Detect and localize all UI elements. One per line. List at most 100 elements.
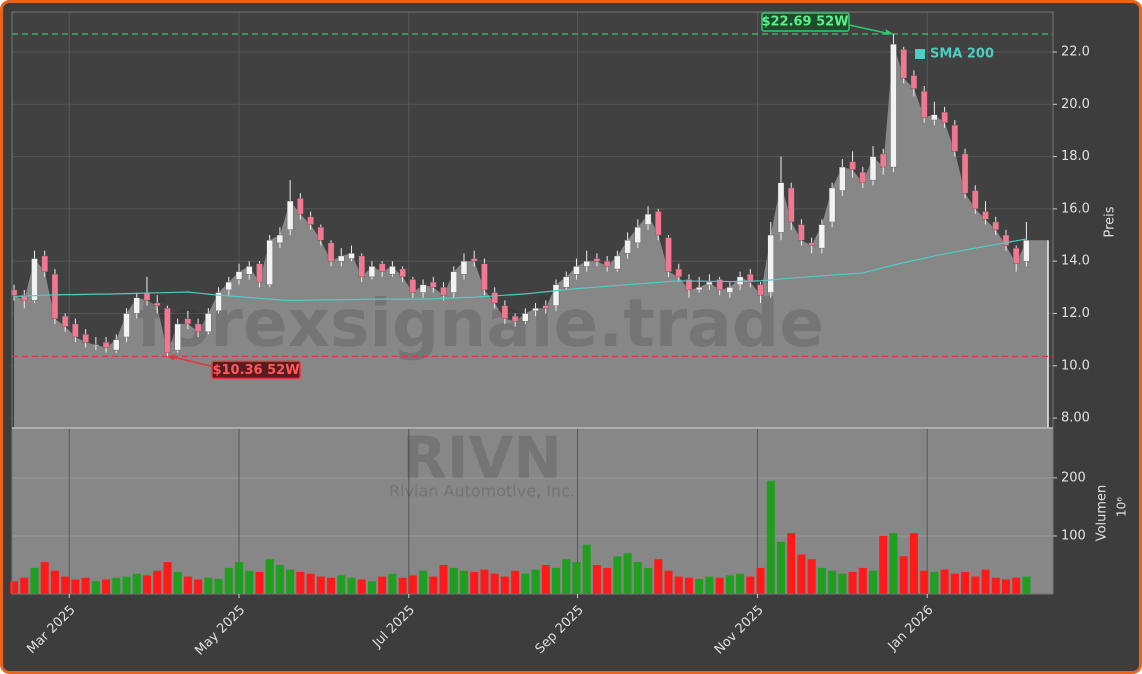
candle-body [256, 263, 263, 283]
volume-bar [787, 533, 796, 594]
candle-body [317, 226, 325, 241]
y2-axis-label: Volumen [1095, 485, 1110, 542]
candle-body [21, 294, 28, 301]
volume-bar [224, 567, 233, 594]
volume-bar [899, 556, 908, 594]
volume-bar [337, 575, 346, 594]
volume-bar [521, 573, 530, 594]
volume-bar [858, 567, 867, 594]
candle-body [920, 91, 928, 118]
volume-bar [981, 569, 990, 594]
volume-bar [603, 567, 612, 594]
y-tick-label: 12.0 [1061, 306, 1090, 321]
volume-bar [950, 573, 959, 594]
volume-bar [306, 573, 315, 594]
candle-body [982, 211, 989, 220]
volume-bar [674, 576, 683, 594]
volume-bar [286, 569, 295, 594]
volume-bar [112, 577, 121, 594]
volume-bar [204, 577, 213, 594]
candle-body [430, 281, 437, 288]
legend-label: SMA 200 [930, 47, 994, 62]
volume-bar [408, 575, 417, 594]
volume-bar [316, 576, 325, 594]
candle-body [655, 211, 662, 236]
candle-body [41, 255, 48, 272]
candle-body [307, 216, 314, 225]
candle-body [706, 281, 713, 285]
y-tick-label: 14.0 [1061, 254, 1090, 269]
candle-body [777, 182, 785, 233]
area-layer [14, 44, 1049, 429]
volume-bar [746, 576, 755, 594]
candle-body [941, 111, 948, 123]
y-tick-label: 10.0 [1061, 358, 1090, 373]
volume-bar [869, 570, 878, 594]
candle-body [828, 187, 836, 223]
sma-line [14, 238, 1027, 302]
candle-body [634, 226, 642, 244]
volume-bar [930, 571, 939, 594]
candle-body [133, 297, 140, 314]
candle-body [338, 255, 345, 262]
candle-body [205, 313, 212, 332]
candle-body [961, 153, 969, 194]
candle-body [82, 334, 89, 343]
candle-body [348, 253, 355, 259]
volume-bar [991, 577, 1000, 594]
candle-body [10, 289, 18, 296]
volume-bar [756, 567, 765, 594]
volume-bar [797, 554, 806, 594]
volume-bar [480, 569, 489, 594]
volume-bar [419, 570, 428, 594]
candle-body [440, 287, 447, 296]
candle-body [992, 221, 999, 231]
volume-bar [388, 573, 397, 594]
candle-body [972, 190, 979, 210]
candle-body [900, 49, 907, 79]
candle-body [665, 237, 672, 272]
candle-body [1023, 240, 1030, 262]
candle-body [910, 75, 918, 89]
candle-body [501, 305, 509, 319]
volume-bar [695, 578, 704, 594]
candle-body [235, 271, 243, 280]
volume-bar [715, 577, 724, 594]
candle-body [164, 308, 171, 353]
volume-bar [766, 480, 775, 594]
candle-body [123, 313, 130, 338]
candle-body [246, 266, 253, 275]
volume-bar [367, 581, 376, 594]
candle-body [327, 242, 335, 262]
y-tick-label: 20.0 [1061, 97, 1090, 112]
y-tick-label: 16.0 [1061, 201, 1090, 216]
volume-bar [490, 573, 499, 594]
annotation-label: $22.69 52W [761, 14, 848, 29]
candle-body [603, 260, 611, 267]
volume-bar [235, 562, 244, 594]
candle-body [215, 292, 222, 312]
candle-body [931, 114, 938, 121]
arrow-head [167, 354, 176, 361]
volume-bar [552, 567, 561, 594]
volume-bar [194, 579, 203, 594]
arrow-head [885, 28, 894, 35]
annotation-box [211, 360, 301, 380]
y2-tick-label: 100 [1061, 528, 1086, 543]
candle-body [481, 263, 488, 291]
volume-bar [91, 581, 100, 594]
candle-body [471, 258, 478, 262]
volume-bar [940, 569, 949, 594]
candle-body [102, 342, 110, 348]
volume-bar [61, 576, 70, 594]
volume-bar [102, 579, 111, 594]
candle-body [685, 279, 693, 291]
candle-body [644, 213, 652, 225]
volume-bar [122, 576, 131, 594]
candle-body [869, 156, 877, 181]
marks-layer: SMA 200 $22.69 52W $10.36 52W [10, 12, 1053, 594]
volume-bar [664, 570, 673, 594]
candle-body [61, 315, 69, 327]
volume-bar [40, 562, 49, 594]
annotation-label: $10.36 52W [212, 363, 299, 378]
